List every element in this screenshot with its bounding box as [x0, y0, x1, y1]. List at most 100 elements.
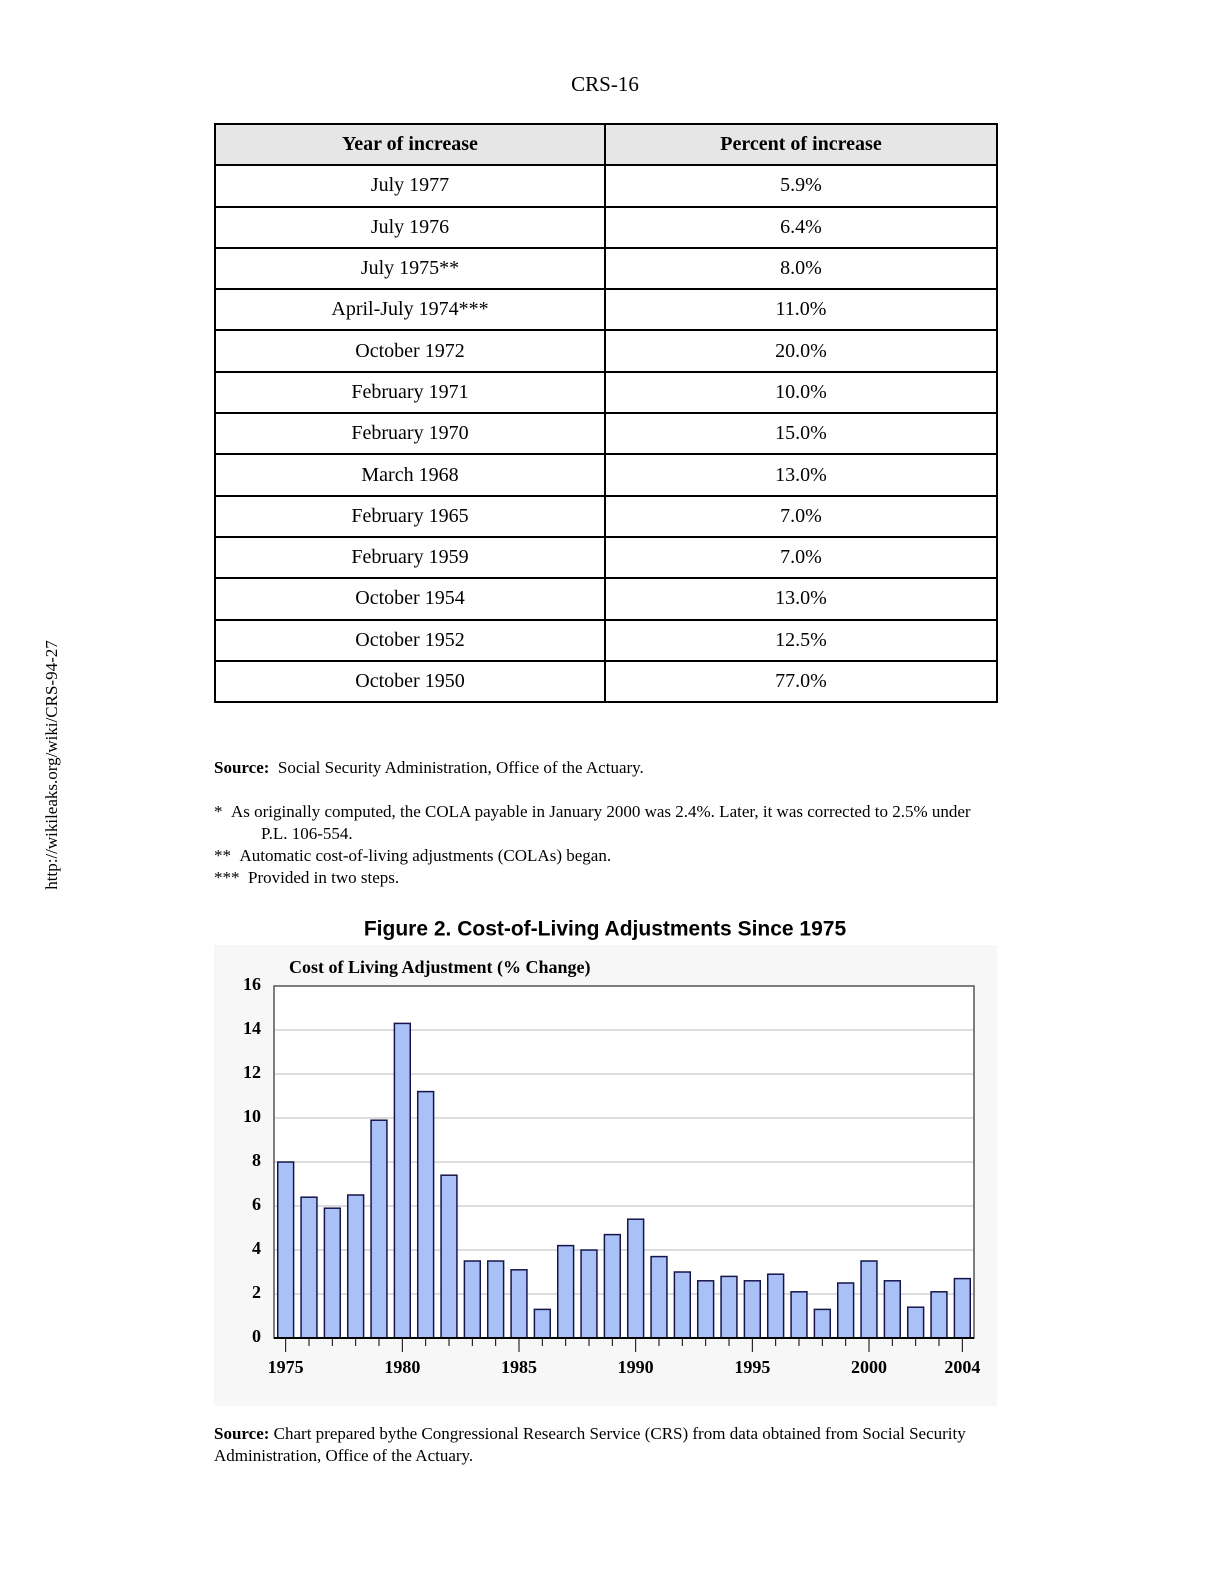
table-row: July 1976 6.4% [214, 205, 998, 249]
table-cell: 20.0% [604, 329, 998, 373]
table-cell: October 1972 [214, 329, 606, 373]
figure-source-label: Source: [214, 1424, 270, 1443]
table-cell: April-July 1974*** [214, 288, 606, 332]
bar [323, 1207, 342, 1339]
x-tick-label: 1980 [384, 1357, 420, 1377]
bar [626, 1218, 645, 1339]
bar [720, 1275, 738, 1339]
bar [906, 1306, 925, 1339]
table-cell: February 1970 [214, 412, 606, 456]
table-cell: 77.0% [604, 659, 998, 704]
footnote: *** Provided in two steps. [214, 867, 1000, 889]
bar [416, 1090, 435, 1339]
y-tick-label: 8 [252, 1150, 261, 1170]
y-tick-label: 16 [243, 974, 261, 994]
table-row: October 1952 12.5% [214, 618, 998, 662]
x-tick-label: 2004 [944, 1357, 980, 1377]
table-cell: July 1975** [214, 246, 606, 291]
bar [603, 1233, 622, 1339]
table-cell: October 1954 [214, 577, 606, 621]
bar [580, 1249, 598, 1339]
bar [300, 1196, 318, 1339]
bar [440, 1174, 458, 1339]
table-cell: July 1977 [214, 164, 606, 208]
y-tick-label: 2 [252, 1282, 261, 1302]
x-tick-label: 1995 [734, 1357, 770, 1377]
x-tick-label: 1975 [268, 1357, 304, 1377]
table-cell: March 1968 [214, 453, 606, 497]
table-cell: 8.0% [604, 246, 998, 291]
table-row: October 1972 20.0% [214, 329, 998, 373]
chart-subtitle: Cost of Living Adjustment (% Change) [289, 957, 591, 978]
table: Year of increase Percent of increase July … [214, 122, 998, 704]
table-cell: February 1965 [214, 494, 606, 538]
bar [743, 1280, 762, 1339]
bar [813, 1308, 832, 1339]
table-cell: 13.0% [604, 577, 998, 621]
table-cell: October 1952 [214, 618, 606, 662]
bar [650, 1255, 668, 1339]
x-tick-label: 1990 [618, 1357, 654, 1377]
figure-source-text: Chart prepared bythe Congressional Resea… [214, 1424, 966, 1465]
table-cell: 6.4% [604, 205, 998, 249]
bar [510, 1269, 528, 1339]
bar [953, 1277, 972, 1339]
chart-title: Figure 2. Cost-of-Living Adjustments Sin… [364, 918, 847, 941]
footnote: ** Automatic cost-of-living adjustments … [214, 845, 1000, 867]
table-cell: July 1976 [214, 205, 606, 249]
x-tick-label: 1985 [501, 1357, 537, 1377]
bar [370, 1119, 388, 1339]
table-row: March 1968 13.0% [214, 453, 998, 497]
y-tick-label: 0 [252, 1326, 261, 1346]
footnote-marker: *** [214, 868, 240, 887]
table-row: April-July 1974*** 11.0% [214, 288, 998, 332]
footnote-marker: * [214, 802, 223, 821]
bar [673, 1271, 692, 1339]
table-cell: 7.0% [604, 494, 998, 538]
page-header: CRS-16 [571, 72, 639, 96]
bar [930, 1291, 948, 1339]
bar [696, 1280, 715, 1339]
y-tick-label: 10 [243, 1106, 261, 1126]
table-cell: 11.0% [604, 288, 998, 332]
footnote-text: Automatic cost-of-living adjustments (CO… [239, 846, 612, 865]
figure-source: Source: Chart prepared bythe Congression… [214, 1423, 1000, 1467]
table-cell: 15.0% [604, 412, 998, 456]
footnote-text: Provided in two steps. [248, 868, 400, 887]
bar [860, 1260, 878, 1339]
footnotes: * As originally computed, the COLA payab… [214, 801, 1000, 889]
bar [276, 1161, 295, 1339]
footnote-text: As originally computed, the COLA payable… [231, 802, 971, 843]
table-row: July 1975** 8.0% [214, 246, 998, 291]
x-tick-label: 2000 [851, 1357, 887, 1377]
table-cell: 7.0% [604, 535, 998, 580]
table-row: October 1950 77.0% [214, 659, 998, 704]
table-cell: February 1971 [214, 370, 606, 415]
bar [836, 1282, 855, 1339]
column-header: Year of increase [214, 122, 606, 167]
bar [533, 1308, 552, 1339]
bar [883, 1280, 902, 1339]
table-cell: 12.5% [604, 618, 998, 662]
header-row: Year of increase Percent of increase [214, 122, 998, 167]
column-header: Percent of increase [604, 122, 998, 167]
table-source: Source: Social Security Administration, … [214, 757, 1004, 779]
table-row: February 1965 7.0% [214, 494, 998, 538]
source-label: Source: [214, 758, 270, 777]
bar [766, 1273, 785, 1339]
bar [463, 1260, 482, 1339]
table-row: July 1977 5.9% [214, 164, 998, 208]
y-tick-label: 14 [243, 1018, 261, 1038]
table-cell: 10.0% [604, 370, 998, 415]
bar [393, 1022, 412, 1339]
footnote: * As originally computed, the COLA payab… [214, 801, 1000, 845]
y-tick-label: 4 [252, 1238, 261, 1258]
table-cell: February 1959 [214, 535, 606, 580]
y-tick-label: 6 [252, 1194, 261, 1214]
footnote-marker: ** [214, 846, 231, 865]
table-cell: 13.0% [604, 453, 998, 497]
source-text: Social Security Administration, Office o… [277, 758, 644, 777]
table-row: October 1954 13.0% [214, 577, 998, 621]
